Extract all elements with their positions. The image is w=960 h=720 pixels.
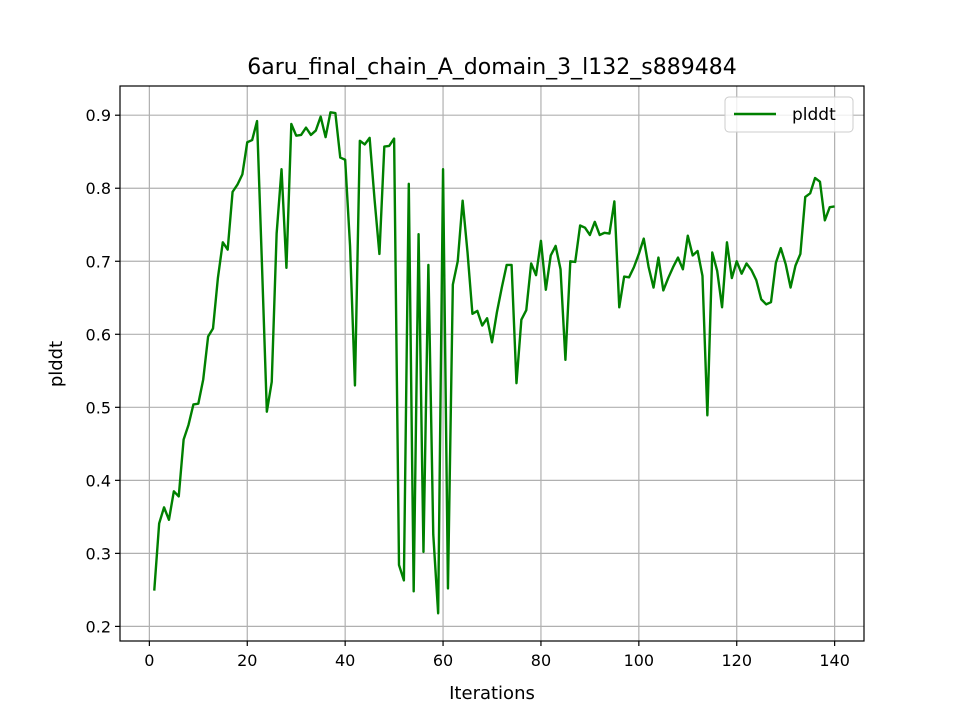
series-line-plddt — [153, 111, 835, 615]
x-axis-label: Iterations — [449, 683, 535, 704]
chart-title: 6aru_final_chain_A_domain_3_l132_s889484 — [247, 55, 736, 80]
y-tick-label: 0.3 — [86, 544, 111, 563]
y-tick-label: 0.4 — [86, 471, 111, 490]
axis-ticks: 0 20 40 60 80 100 120 140 0.2 0.3 0.4 0.5 0.6 0.7 0.8 0… — [86, 106, 850, 670]
x-tick-label: 100 — [624, 651, 655, 670]
plot-frame — [119, 85, 865, 642]
legend-box — [724, 96, 854, 133]
y-tick-label: 0.5 — [86, 398, 111, 417]
y-tick-label: 0.6 — [86, 325, 111, 344]
series-layer — [153, 111, 835, 615]
y-tick-label: 0.2 — [86, 617, 111, 636]
x-tick-label: 40 — [335, 651, 355, 670]
x-tick-label: 0 — [144, 651, 154, 670]
y-tick-label: 0.8 — [86, 179, 111, 198]
y-tick-label: 0.7 — [86, 252, 111, 271]
y-tick-label: 0.9 — [86, 106, 111, 125]
legend-label-plddt: plddt — [792, 105, 836, 125]
x-tick-label: 140 — [819, 651, 850, 670]
x-tick-label: 20 — [237, 651, 257, 670]
x-tick-label: 60 — [433, 651, 453, 670]
x-tick-label: 80 — [531, 651, 551, 670]
x-tick-label: 120 — [721, 651, 752, 670]
legend: plddt — [724, 96, 854, 133]
y-axis-label: plddt — [46, 341, 67, 387]
